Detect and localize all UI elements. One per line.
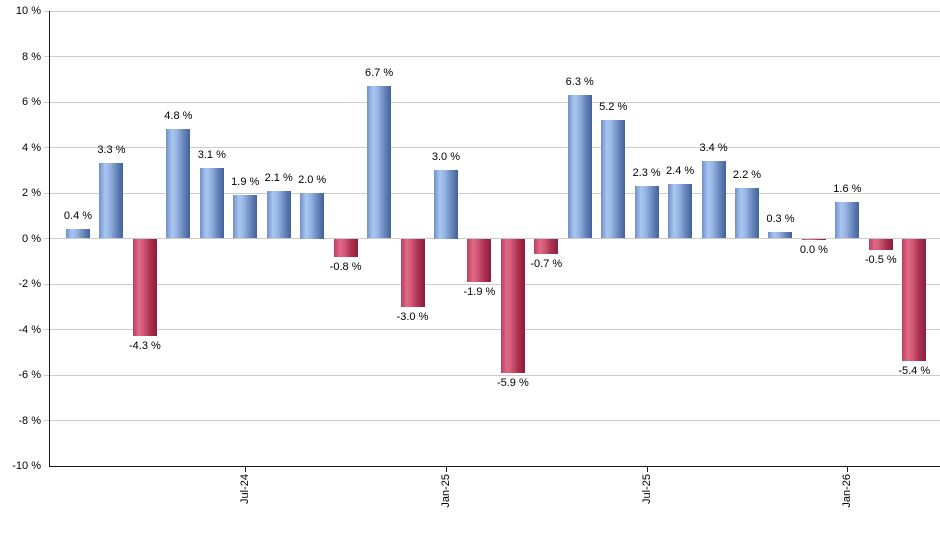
bar — [99, 163, 124, 239]
bar — [266, 190, 291, 239]
bar-value-label: -5.4 % — [898, 365, 931, 378]
bar — [735, 188, 759, 239]
gridline-0 — [44, 238, 940, 239]
bar-value-label: 0.0 % — [799, 244, 828, 256]
x-axis-line — [49, 466, 940, 467]
bar — [333, 238, 358, 257]
bar-value-label: 3.4 % — [699, 142, 728, 155]
gridline--2 — [44, 283, 940, 285]
bar — [367, 86, 392, 239]
bar — [601, 120, 626, 239]
x-tick-mark — [646, 466, 648, 472]
bar-value-label: 0.3 % — [766, 212, 795, 225]
bar — [634, 186, 659, 239]
bar — [868, 238, 893, 250]
bar — [166, 129, 191, 239]
bar — [199, 167, 224, 239]
bar-value-label: 0.4 % — [63, 210, 93, 223]
y-tick-label: 10 % — [15, 5, 41, 17]
bar-value-label: 5.2 % — [599, 101, 628, 114]
gridline--6 — [44, 374, 940, 376]
bar-value-label: 2.3 % — [632, 167, 661, 180]
bar-value-label: 2.2 % — [732, 169, 762, 182]
bar-value-label: 3.0 % — [431, 151, 460, 164]
gridline-2 — [44, 192, 940, 194]
gridline-4 — [44, 147, 940, 148]
y-tick-label: 2 % — [22, 187, 41, 199]
bar — [835, 202, 860, 239]
bar — [400, 238, 425, 307]
y-tick-label: -2 % — [18, 278, 41, 290]
bar — [902, 238, 927, 362]
bar-value-label: 3.1 % — [197, 148, 226, 161]
y-tick-label: 4 % — [22, 141, 41, 154]
bar — [534, 238, 559, 255]
y-tick-label: -6 % — [18, 369, 41, 381]
bar — [801, 238, 826, 240]
y-tick-label: -4 % — [18, 323, 41, 336]
bar-value-label: -3.0 % — [396, 310, 429, 323]
bar — [701, 161, 726, 239]
gridline--8 — [44, 420, 940, 421]
bar — [768, 231, 793, 239]
y-tick-label: 8 % — [22, 50, 41, 63]
x-tick-label: Jul-25 — [640, 474, 653, 504]
x-tick-label: Jul-24 — [239, 474, 252, 504]
x-tick-mark — [245, 466, 247, 472]
bar — [467, 238, 492, 282]
y-tick-label: 0 % — [22, 232, 41, 245]
bar-value-label: 1.9 % — [231, 176, 260, 189]
bar-value-label: 2.4 % — [666, 164, 695, 177]
bar-value-label: -4.3 % — [128, 340, 161, 353]
bar-value-label: -0.8 % — [329, 260, 362, 273]
x-tick-label: Jan-26 — [841, 474, 854, 508]
bar-value-label: 1.6 % — [833, 183, 862, 196]
gridline-8 — [44, 56, 940, 57]
y-tick-label: 6 % — [22, 96, 41, 108]
x-tick-label: Jan-25 — [439, 474, 452, 508]
bar — [132, 238, 157, 337]
bar — [233, 195, 258, 239]
gridline-10 — [44, 10, 940, 12]
bar-value-label: 6.3 % — [565, 76, 594, 89]
bar-value-label: -0.7 % — [530, 258, 563, 271]
bar — [567, 95, 592, 239]
bar-value-label: -0.5 % — [864, 253, 897, 266]
bar — [300, 193, 325, 239]
y-axis-line — [49, 11, 50, 466]
bar-value-label: 6.7 % — [364, 67, 394, 80]
y-tick-label: -10 % — [12, 460, 41, 472]
bar-value-label: 3.3 % — [97, 144, 126, 157]
bar — [668, 183, 693, 239]
x-tick-mark — [847, 466, 849, 472]
bar-value-label: 2.1 % — [264, 171, 293, 184]
y-tick-label: -8 % — [18, 414, 41, 427]
gridline-6 — [44, 101, 940, 103]
gridline--4 — [44, 329, 940, 330]
bar — [500, 238, 525, 373]
bar-value-label: -1.9 % — [463, 285, 496, 298]
bar — [66, 229, 90, 239]
bar — [433, 170, 458, 239]
bar-value-label: 4.8 % — [164, 110, 193, 123]
bar-value-label: 2.0 % — [298, 174, 327, 186]
bar-value-label: -5.9 % — [496, 376, 529, 389]
x-tick-mark — [445, 466, 447, 472]
